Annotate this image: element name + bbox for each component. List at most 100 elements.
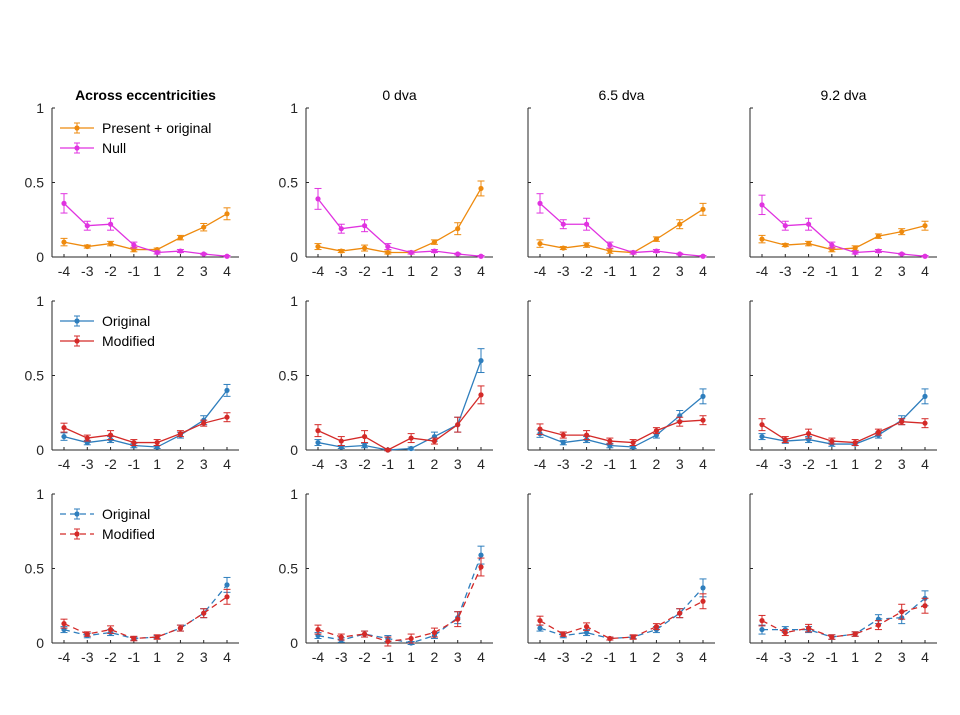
x-tick-label: -2: [358, 263, 371, 279]
x-tick-label: 3: [200, 263, 208, 279]
data-point: [315, 428, 321, 434]
x-tick-label: 4: [699, 263, 707, 279]
data-point: [583, 624, 590, 630]
data-point: [583, 221, 590, 227]
x-tick-label: 3: [676, 456, 684, 472]
data-point: [537, 625, 543, 631]
x-tick-label: -1: [604, 649, 617, 665]
x-tick-label: -1: [604, 263, 617, 279]
data-point: [455, 251, 461, 257]
data-point: [782, 223, 788, 229]
y-tick-label: 1: [36, 486, 44, 502]
data-point: [630, 634, 636, 640]
data-point: [653, 624, 660, 630]
data-point: [224, 211, 230, 217]
data-point: [677, 419, 683, 425]
x-tick-label: -4: [534, 263, 547, 279]
data-point: [338, 634, 344, 640]
legend-label: Original: [102, 313, 150, 329]
data-point: [131, 242, 137, 248]
data-point: [431, 239, 438, 245]
x-tick-label: -3: [557, 263, 570, 279]
series-line-modified: [539, 419, 704, 444]
data-point: [700, 206, 706, 212]
x-tick-label: 3: [200, 456, 208, 472]
x-tick-label: -4: [756, 263, 769, 279]
data-point: [560, 245, 566, 251]
x-tick-label: 3: [454, 649, 462, 665]
data-point: [700, 585, 706, 591]
series-line-present-original: [539, 208, 704, 254]
y-tick-label: 0.5: [25, 561, 45, 577]
x-tick-label: -4: [58, 263, 71, 279]
x-tick-label: 1: [851, 456, 859, 472]
data-point: [224, 387, 230, 393]
data-point: [922, 253, 928, 259]
x-tick-label: -3: [81, 456, 94, 472]
y-tick-label: 1: [290, 486, 298, 502]
data-point: [431, 629, 438, 636]
data-point: [700, 598, 706, 604]
series-line-original: [539, 587, 704, 640]
x-tick-label: -3: [557, 649, 570, 665]
data-point: [315, 196, 321, 202]
data-point: [805, 221, 812, 227]
y-tick-label: 0: [36, 635, 44, 651]
x-tick-label: -3: [557, 456, 570, 472]
x-tick-label: -4: [312, 456, 325, 472]
x-tick-label: 1: [629, 649, 637, 665]
data-point: [478, 392, 484, 398]
x-tick-label: -1: [128, 649, 141, 665]
data-point: [131, 635, 137, 642]
y-tick-label: 0.5: [279, 175, 299, 191]
x-tick-label: 2: [177, 456, 185, 472]
x-tick-label: -2: [802, 456, 815, 472]
x-tick-label: 1: [407, 649, 415, 665]
series-line-null: [63, 202, 228, 257]
series-line-modified: [761, 421, 926, 444]
x-tick-label: 4: [921, 263, 929, 279]
x-tick-label: -4: [58, 649, 71, 665]
data-point: [607, 248, 613, 254]
x-tick-label: 4: [477, 649, 485, 665]
x-tick-label: -3: [335, 263, 348, 279]
x-tick-label: -3: [335, 649, 348, 665]
x-tick-label: 2: [653, 263, 661, 279]
x-tick-label: 1: [629, 263, 637, 279]
data-point: [315, 439, 321, 446]
data-point: [607, 438, 613, 444]
x-tick-label: 1: [851, 263, 859, 279]
series-line-original: [63, 389, 228, 448]
data-point: [630, 439, 636, 446]
data-point: [107, 221, 114, 227]
data-point: [224, 414, 230, 420]
data-point: [315, 243, 321, 250]
x-tick-label: -4: [756, 456, 769, 472]
data-point: [653, 236, 660, 242]
data-point: [899, 251, 905, 257]
x-tick-label: -2: [104, 456, 117, 472]
x-tick-label: -3: [779, 649, 792, 665]
data-point: [759, 626, 765, 633]
x-tick-label: 3: [898, 649, 906, 665]
data-point: [759, 202, 765, 208]
x-tick-label: 3: [898, 456, 906, 472]
legend-label: Null: [102, 140, 126, 156]
series-line-modified: [539, 600, 704, 640]
x-tick-label: 2: [653, 649, 661, 665]
data-point: [385, 249, 391, 256]
data-point: [782, 242, 788, 248]
y-tick-label: 0: [290, 442, 298, 458]
x-tick-label: -3: [779, 263, 792, 279]
data-point: [922, 603, 928, 609]
data-point: [852, 249, 858, 256]
x-tick-label: 2: [177, 649, 185, 665]
data-point: [805, 431, 812, 437]
data-point: [478, 185, 484, 192]
legend-marker: [74, 338, 80, 344]
data-point: [560, 439, 566, 446]
y-tick-label: 0.5: [279, 561, 299, 577]
data-point: [700, 253, 706, 259]
x-tick-label: 2: [431, 649, 439, 665]
